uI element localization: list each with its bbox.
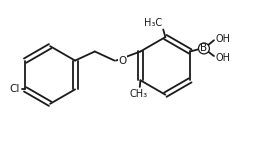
Text: O: O [118, 56, 126, 66]
Text: H₃C: H₃C [144, 18, 162, 28]
Text: Cl: Cl [9, 84, 20, 94]
Text: B: B [200, 43, 208, 53]
Text: CH₃: CH₃ [130, 89, 148, 99]
Text: OH: OH [215, 52, 230, 63]
Text: OH: OH [215, 34, 230, 44]
Circle shape [199, 43, 209, 54]
